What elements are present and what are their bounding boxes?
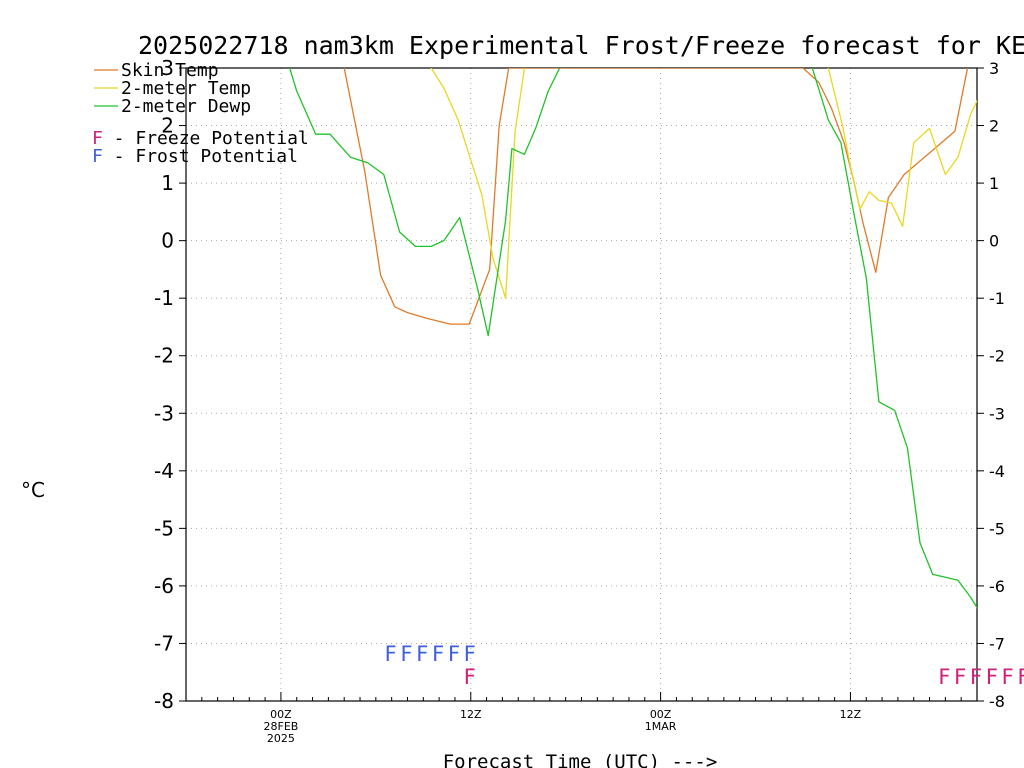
plot-frame <box>179 67 984 702</box>
y-axis-label: °C <box>21 478 45 502</box>
freeze-flag: F <box>970 665 982 689</box>
y-tick-label-right: 2 <box>989 117 999 136</box>
y-tick-label-right: -4 <box>989 462 1005 481</box>
freeze-flag: F <box>1002 665 1014 689</box>
y-tick-label-right: -1 <box>989 289 1005 308</box>
y-tick-label: -8 <box>154 689 174 713</box>
freeze-flag: F <box>1017 665 1024 689</box>
freeze-flag: F <box>938 665 950 689</box>
freeze-flag: F <box>464 665 476 689</box>
y-tick-label: 2 <box>161 114 174 138</box>
chart-title: 2025022718 nam3km Experimental Frost/Fre… <box>138 31 1024 60</box>
y-tick-label-right: 3 <box>989 59 999 78</box>
y-tick-label-right: -6 <box>989 577 1005 596</box>
y-tick-label-right: 1 <box>989 174 999 193</box>
x-tick-label: 12Z <box>460 708 482 721</box>
freeze-flag: F <box>986 665 998 689</box>
legend-potential: F - Frost Potential <box>92 146 298 167</box>
x-tick-label: 2025 <box>267 732 295 745</box>
y-tick-label-right: -7 <box>989 634 1005 653</box>
legend-entry: Skin Temp <box>121 60 219 81</box>
x-tick-label: 28FEB <box>264 720 299 733</box>
y-tick-label-right: -5 <box>989 519 1005 538</box>
y-tick-label: -2 <box>154 344 174 368</box>
legend-potential: F - Freeze Potential <box>92 128 309 149</box>
series-line-2-meter-dewp <box>289 68 977 609</box>
y-tick-labels-right: -8 -7 -6 -5 -4 -3 -2 -1 0 1 2 3 <box>989 59 1005 711</box>
y-tick-label: -1 <box>154 286 174 310</box>
x-tick-label: 12Z <box>840 708 862 721</box>
frost-flag: F <box>448 642 460 666</box>
y-tick-label: -5 <box>154 516 174 540</box>
legend-entry: 2-meter Dewp <box>121 96 251 117</box>
y-tick-label-right: -3 <box>989 404 1005 423</box>
y-tick-label: -4 <box>154 459 174 483</box>
plot-border <box>185 67 978 702</box>
y-tick-labels-left: -8 -7 -6 -5 -4 -3 -2 -1 0 1 2 3 <box>154 56 174 713</box>
frost-flag: F <box>416 642 428 666</box>
y-tick-label-right: 0 <box>989 232 999 251</box>
frost-flag: F <box>385 642 397 666</box>
y-tick-label: 0 <box>161 229 174 253</box>
y-tick-label: 1 <box>161 171 174 195</box>
y-tick-label-right: -2 <box>989 347 1005 366</box>
y-tick-label-right: -8 <box>989 692 1005 711</box>
series-line-2-meter-temp <box>430 68 977 299</box>
y-tick-label: -7 <box>154 631 174 655</box>
frost-flag: F <box>400 642 412 666</box>
frost-flag: F <box>464 642 476 666</box>
frost-flag: F <box>432 642 444 666</box>
series-line-skin-temp <box>343 68 969 325</box>
legend-entry: 2-meter Temp <box>121 78 251 99</box>
x-tick-labels: 00Z28FEB202512Z00Z1MAR12Z00Z2MAR <box>264 708 862 745</box>
grid-lines <box>186 68 977 701</box>
y-tick-label: 3 <box>161 56 174 80</box>
y-tick-label: -6 <box>154 574 174 598</box>
y-tick-label: -3 <box>154 401 174 425</box>
x-tick-label: 00Z <box>270 708 292 721</box>
series-lines <box>289 68 977 609</box>
x-tick-label: 1MAR <box>645 720 677 733</box>
potential-flags: FFFFFFFFFFFFFFFFFFFFF <box>385 642 1024 689</box>
x-axis-label: Forecast Time (UTC) ---> <box>443 751 718 768</box>
x-tick-label: 00Z <box>650 708 672 721</box>
freeze-flag: F <box>954 665 966 689</box>
